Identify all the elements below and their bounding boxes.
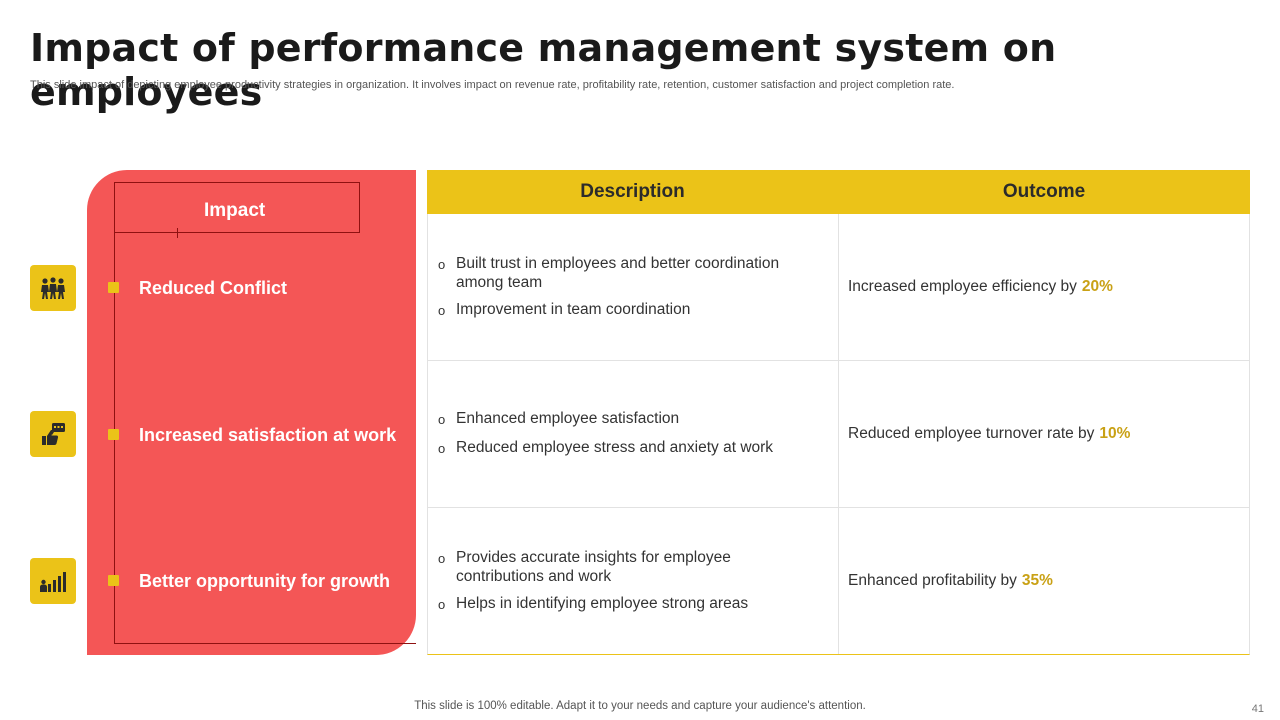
description-cell: o Provides accurate insights for employee…	[438, 508, 818, 654]
impact-item-reduced-conflict: Reduced Conflict	[139, 278, 288, 298]
outcome-cell: Reduced employee turnover rate by 10%	[848, 361, 1130, 507]
description-cell: o Built trust in employees and better coo…	[438, 214, 818, 360]
impact-item-growth: Better opportunity for growth	[139, 571, 390, 591]
outcome-text: Reduced employee turnover rate by	[848, 425, 1095, 442]
bullet-marker	[108, 282, 119, 293]
growth-chart-icon	[30, 558, 76, 604]
impact-panel	[87, 170, 416, 655]
thumbs-up-chat-icon	[30, 411, 76, 457]
impact-heading: Impact	[204, 200, 266, 221]
table-row: o Enhanced employee satisfaction o Reduced…	[427, 361, 1250, 508]
bullet-marker	[108, 429, 119, 440]
description-cell: o Enhanced employee satisfaction o Reduced…	[438, 361, 818, 507]
description-bullet: o Helps in identifying employee strong ar…	[438, 594, 749, 612]
slide-subtitle: This slide impact of depicting employee …	[30, 79, 955, 91]
impact-heading-frame	[114, 182, 360, 233]
outcome-cell: Enhanced profitability by 35%	[848, 508, 1053, 654]
table-header: Description Outcome	[427, 170, 1250, 214]
impact-table: Description Outcome o Built trust in empl…	[427, 170, 1250, 655]
description-bullet: o Improvement in team coordination	[438, 300, 691, 318]
page-number: 41	[1251, 703, 1264, 715]
bullet-marker	[108, 575, 119, 586]
description-bullet: o Provides accurate insights for employee…	[438, 548, 731, 585]
outcome-text: Increased employee efficiency by	[848, 278, 1077, 295]
outcome-value: 35%	[1021, 572, 1053, 589]
panel-tick-mark	[177, 228, 178, 238]
impact-item-satisfaction: Increased satisfaction at work	[139, 425, 397, 445]
teamwork-people-icon	[30, 265, 76, 311]
description-bullet: o Built trust in employees and better coo…	[438, 254, 780, 291]
panel-divider-line	[114, 182, 115, 643]
column-header-outcome: Outcome	[1002, 181, 1086, 202]
table-row: o Provides accurate insights for employee…	[427, 508, 1250, 655]
table-row: o Built trust in employees and better coo…	[427, 214, 1250, 361]
slide-title: Impact of performance management system …	[30, 26, 1057, 114]
panel-divider-line	[114, 643, 416, 644]
outcome-text: Enhanced profitability by	[848, 572, 1017, 589]
outcome-cell: Increased employee efficiency by 20%	[848, 214, 1113, 360]
outcome-value: 20%	[1081, 278, 1113, 295]
footer-note: This slide is 100% editable. Adapt it to…	[414, 700, 866, 712]
description-bullet: o Enhanced employee satisfaction	[438, 410, 680, 427]
description-bullet: o Reduced employee stress and anxiety at …	[438, 439, 774, 456]
column-header-description: Description	[580, 181, 685, 202]
outcome-value: 10%	[1099, 425, 1131, 442]
